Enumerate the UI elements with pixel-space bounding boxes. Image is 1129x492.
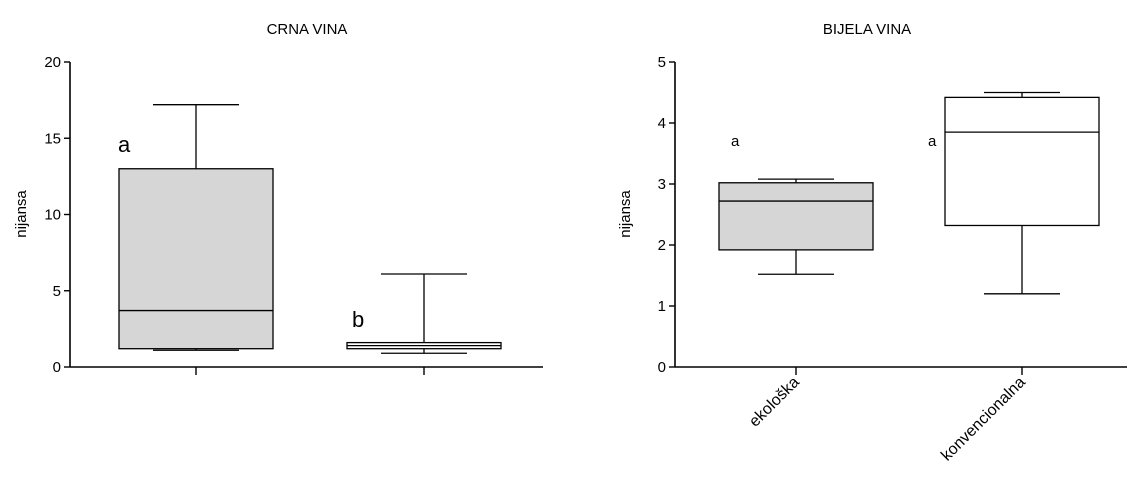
iqr-box bbox=[944, 96, 1100, 227]
iqr-box bbox=[718, 182, 874, 251]
significance-letter: b bbox=[352, 307, 364, 332]
y-tick-label: 5 bbox=[658, 54, 666, 71]
y-axis-label: nijansa bbox=[13, 190, 30, 238]
y-tick-label: 20 bbox=[44, 54, 61, 71]
x-category-label: konvencionalna bbox=[938, 374, 1029, 465]
y-tick-label: 2 bbox=[658, 237, 666, 254]
chart-title: CRNA VINA bbox=[267, 21, 348, 38]
chart-crna-vina: CRNA VINA nijansa 0 5 10 15 20 a b bbox=[13, 21, 543, 376]
significance-letter: a bbox=[928, 133, 937, 150]
y-tick-label: 4 bbox=[658, 115, 666, 132]
y-tick-label: 5 bbox=[53, 283, 61, 300]
y-tick-label: 10 bbox=[44, 207, 61, 224]
y-tick-label: 3 bbox=[658, 176, 666, 193]
significance-letter: a bbox=[118, 132, 131, 157]
x-category-label: ekološka bbox=[746, 374, 803, 431]
iqr-box bbox=[118, 168, 274, 350]
y-tick-label: 0 bbox=[53, 359, 61, 376]
chart-bijela-vina: BIJELA VINA nijansa 0 1 2 3 4 5 a ekološka a konv… bbox=[617, 21, 1127, 464]
y-tick-label: 1 bbox=[658, 298, 666, 315]
y-tick-label: 15 bbox=[44, 130, 61, 147]
y-axis-label: nijansa bbox=[617, 190, 634, 238]
y-tick-label: 0 bbox=[658, 359, 666, 376]
chart-title: BIJELA VINA bbox=[823, 21, 911, 38]
significance-letter: a bbox=[731, 133, 740, 150]
